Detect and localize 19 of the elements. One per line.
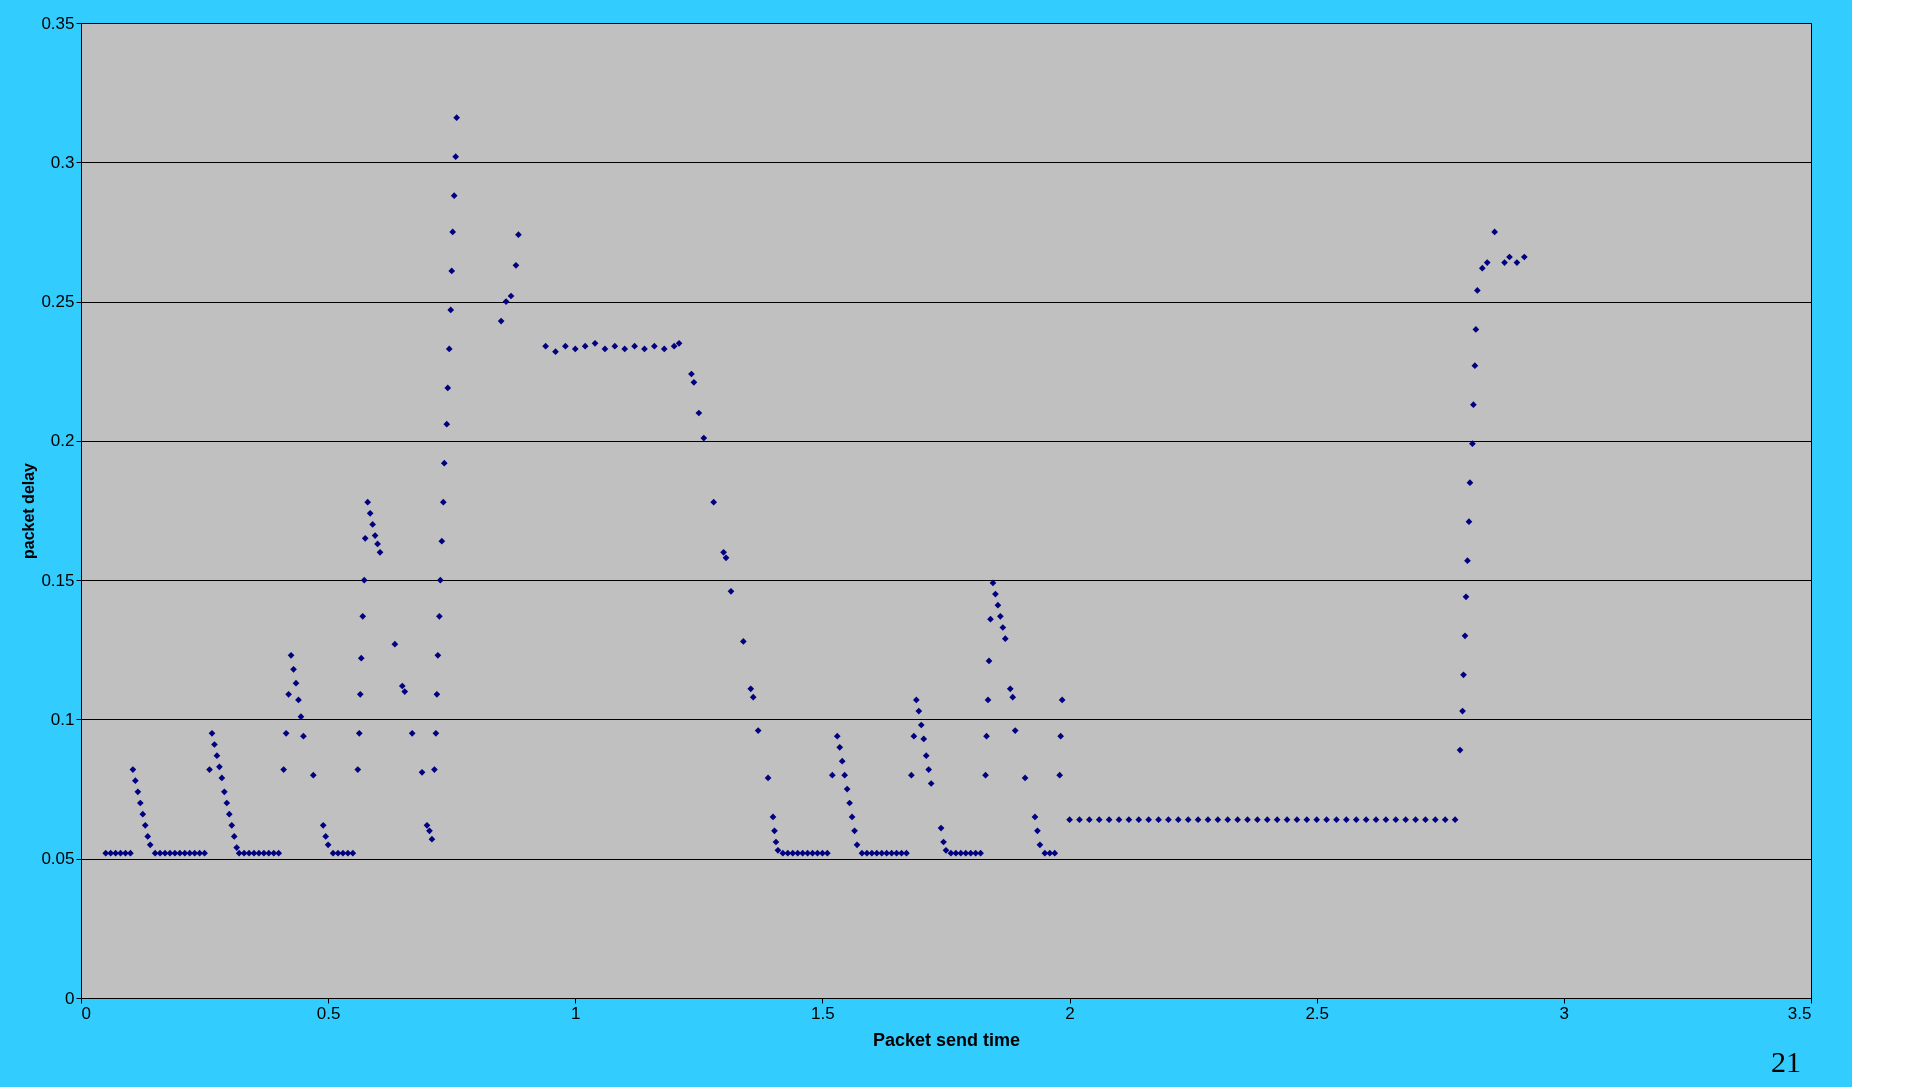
x-tick-label: 2.5 xyxy=(1305,1003,1330,1023)
y-tick-label: 0.25 xyxy=(41,292,75,312)
x-tick-label: 1.5 xyxy=(811,1003,835,1023)
y-tick-label: 0.2 xyxy=(50,431,75,451)
y-axis-title: packet delay xyxy=(20,462,38,560)
y-tick-label: 0.05 xyxy=(41,849,75,869)
x-tick-label: 0 xyxy=(81,1003,91,1023)
x-axis-title: Packet send time xyxy=(872,1029,1021,1050)
y-tick-label: 0.3 xyxy=(50,152,75,172)
y-tick-label: 0.35 xyxy=(41,13,75,33)
x-tick-label: 2 xyxy=(1065,1003,1075,1023)
y-tick-label: 0 xyxy=(65,988,75,1008)
x-tick-label: 0.5 xyxy=(316,1003,341,1023)
text: 21 xyxy=(1771,1045,1801,1078)
x-tick-label: 1 xyxy=(571,1003,581,1023)
x-tick-label: 3.5 xyxy=(1787,1003,1812,1023)
y-tick-label: 0.15 xyxy=(41,570,75,590)
y-tick-label: 0.1 xyxy=(50,709,75,729)
x-tick-label: 3 xyxy=(1559,1003,1570,1023)
